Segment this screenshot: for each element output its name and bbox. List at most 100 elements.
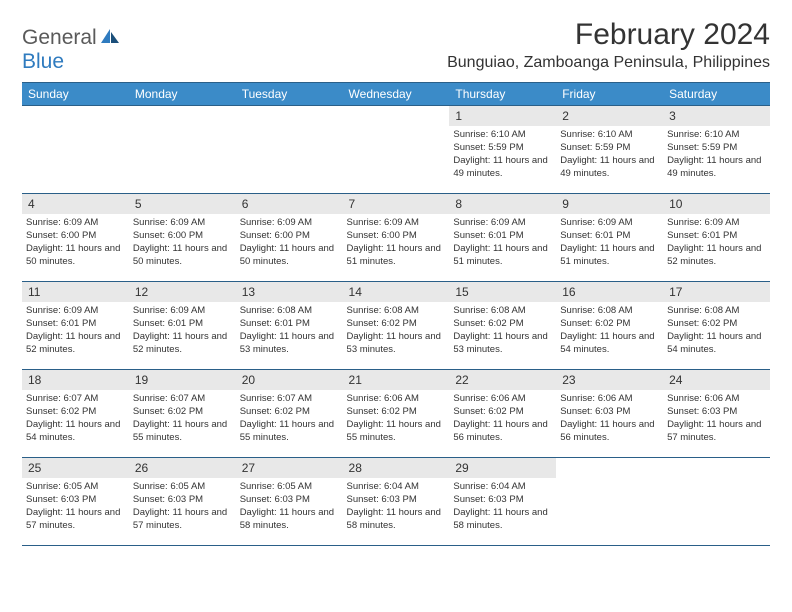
day-sunrise: Sunrise: 6:08 AM: [667, 305, 766, 318]
day-number: 22: [449, 370, 556, 390]
day-sunrise: Sunrise: 6:06 AM: [347, 393, 446, 406]
day-sunset: Sunset: 6:03 PM: [347, 494, 446, 507]
day-number: 28: [343, 458, 450, 478]
calendar-day-cell: [236, 106, 343, 194]
calendar-week-row: 11Sunrise: 6:09 AMSunset: 6:01 PMDayligh…: [22, 282, 770, 370]
day-number: 4: [22, 194, 129, 214]
calendar-day-cell: 5 Sunrise: 6:09 AMSunset: 6:00 PMDaylight…: [129, 194, 236, 282]
day-daylight: Daylight: 11 hours and 51 minutes.: [347, 243, 446, 269]
calendar-day-cell: 16Sunrise: 6:08 AMSunset: 6:02 PMDayligh…: [556, 282, 663, 370]
calendar-day-cell: 6Sunrise: 6:09 AMSunset: 6:00 PMDaylight…: [236, 194, 343, 282]
day-daylight: Daylight: 11 hours and 56 minutes.: [453, 419, 552, 445]
day-sunset: Sunset: 6:03 PM: [240, 494, 339, 507]
day-sunrise: Sunrise: 6:04 AM: [347, 481, 446, 494]
day-sunrise: Sunrise: 6:09 AM: [453, 217, 552, 230]
calendar-week-row: 18Sunrise: 6:07 AMSunset: 6:02 PMDayligh…: [22, 370, 770, 458]
day-number: 21: [343, 370, 450, 390]
calendar-week-row: 1Sunrise: 6:10 AMSunset: 5:59 PMDaylight…: [22, 106, 770, 194]
day-sunset: Sunset: 6:02 PM: [26, 406, 125, 419]
day-sunrise: Sunrise: 6:08 AM: [560, 305, 659, 318]
day-sunset: Sunset: 6:01 PM: [26, 318, 125, 331]
day-sunrise: Sunrise: 6:09 AM: [133, 217, 232, 230]
day-number: 18: [22, 370, 129, 390]
calendar-day-cell: 21Sunrise: 6:06 AMSunset: 6:02 PMDayligh…: [343, 370, 450, 458]
day-number: 5: [129, 194, 236, 214]
day-sunset: Sunset: 6:01 PM: [240, 318, 339, 331]
day-sunrise: Sunrise: 6:07 AM: [240, 393, 339, 406]
day-daylight: Daylight: 11 hours and 53 minutes.: [453, 331, 552, 357]
month-title: February 2024: [447, 18, 770, 52]
day-daylight: Daylight: 11 hours and 58 minutes.: [453, 507, 552, 533]
day-sunset: Sunset: 5:59 PM: [667, 142, 766, 155]
day-number: 26: [129, 458, 236, 478]
day-sunrise: Sunrise: 6:09 AM: [560, 217, 659, 230]
calendar-day-cell: [22, 106, 129, 194]
calendar-day-cell: 10Sunrise: 6:09 AMSunset: 6:01 PMDayligh…: [663, 194, 770, 282]
day-sunset: Sunset: 6:00 PM: [26, 230, 125, 243]
calendar-day-cell: [663, 458, 770, 546]
calendar-day-cell: [556, 458, 663, 546]
day-sunset: Sunset: 6:02 PM: [453, 318, 552, 331]
weekday-header: Friday: [556, 83, 663, 106]
day-sunrise: Sunrise: 6:09 AM: [133, 305, 232, 318]
day-sunset: Sunset: 6:01 PM: [133, 318, 232, 331]
day-sunrise: Sunrise: 6:09 AM: [26, 217, 125, 230]
calendar-day-cell: 8Sunrise: 6:09 AMSunset: 6:01 PMDaylight…: [449, 194, 556, 282]
day-sunrise: Sunrise: 6:05 AM: [26, 481, 125, 494]
day-sunset: Sunset: 6:03 PM: [453, 494, 552, 507]
calendar-day-cell: 13Sunrise: 6:08 AMSunset: 6:01 PMDayligh…: [236, 282, 343, 370]
day-sunrise: Sunrise: 6:09 AM: [240, 217, 339, 230]
day-sunrise: Sunrise: 6:10 AM: [667, 129, 766, 142]
day-number: 20: [236, 370, 343, 390]
day-number: 13: [236, 282, 343, 302]
day-daylight: Daylight: 11 hours and 54 minutes.: [560, 331, 659, 357]
day-sunset: Sunset: 6:03 PM: [133, 494, 232, 507]
day-daylight: Daylight: 11 hours and 53 minutes.: [347, 331, 446, 357]
day-daylight: Daylight: 11 hours and 52 minutes.: [667, 243, 766, 269]
day-sunrise: Sunrise: 6:10 AM: [560, 129, 659, 142]
day-sunset: Sunset: 6:02 PM: [240, 406, 339, 419]
logo-sail-icon: [101, 28, 121, 49]
day-number: 15: [449, 282, 556, 302]
day-sunset: Sunset: 6:01 PM: [560, 230, 659, 243]
day-number: 9: [556, 194, 663, 214]
day-daylight: Daylight: 11 hours and 49 minutes.: [560, 155, 659, 181]
location-subtitle: Bunguiao, Zamboanga Peninsula, Philippin…: [447, 54, 770, 72]
day-daylight: Daylight: 11 hours and 55 minutes.: [133, 419, 232, 445]
day-daylight: Daylight: 11 hours and 51 minutes.: [453, 243, 552, 269]
day-sunset: Sunset: 6:01 PM: [667, 230, 766, 243]
day-daylight: Daylight: 11 hours and 51 minutes.: [560, 243, 659, 269]
day-number: 29: [449, 458, 556, 478]
calendar-day-cell: 22Sunrise: 6:06 AMSunset: 6:02 PMDayligh…: [449, 370, 556, 458]
day-daylight: Daylight: 11 hours and 49 minutes.: [453, 155, 552, 181]
day-sunset: Sunset: 5:59 PM: [560, 142, 659, 155]
day-sunrise: Sunrise: 6:07 AM: [26, 393, 125, 406]
day-number: 6: [236, 194, 343, 214]
calendar-day-cell: 24Sunrise: 6:06 AMSunset: 6:03 PMDayligh…: [663, 370, 770, 458]
day-daylight: Daylight: 11 hours and 50 minutes.: [133, 243, 232, 269]
calendar-header-row: SundayMondayTuesdayWednesdayThursdayFrid…: [22, 83, 770, 106]
day-sunrise: Sunrise: 6:04 AM: [453, 481, 552, 494]
calendar-day-cell: 4 Sunrise: 6:09 AMSunset: 6:00 PMDaylight…: [22, 194, 129, 282]
calendar-day-cell: 18Sunrise: 6:07 AMSunset: 6:02 PMDayligh…: [22, 370, 129, 458]
brand-line2: Blue: [22, 50, 64, 73]
day-sunrise: Sunrise: 6:06 AM: [453, 393, 552, 406]
day-sunset: Sunset: 6:00 PM: [133, 230, 232, 243]
day-sunset: Sunset: 6:02 PM: [560, 318, 659, 331]
calendar-day-cell: 12Sunrise: 6:09 AMSunset: 6:01 PMDayligh…: [129, 282, 236, 370]
weekday-header: Wednesday: [343, 83, 450, 106]
calendar-table: SundayMondayTuesdayWednesdayThursdayFrid…: [22, 82, 770, 546]
calendar-day-cell: 3Sunrise: 6:10 AMSunset: 5:59 PMDaylight…: [663, 106, 770, 194]
day-number: 23: [556, 370, 663, 390]
day-daylight: Daylight: 11 hours and 50 minutes.: [26, 243, 125, 269]
weekday-header: Sunday: [22, 83, 129, 106]
day-sunrise: Sunrise: 6:08 AM: [240, 305, 339, 318]
day-number: 12: [129, 282, 236, 302]
day-sunrise: Sunrise: 6:08 AM: [453, 305, 552, 318]
calendar-day-cell: [343, 106, 450, 194]
day-sunset: Sunset: 6:01 PM: [453, 230, 552, 243]
weekday-header: Tuesday: [236, 83, 343, 106]
calendar-day-cell: 28Sunrise: 6:04 AMSunset: 6:03 PMDayligh…: [343, 458, 450, 546]
day-number: 19: [129, 370, 236, 390]
day-number: 1: [449, 106, 556, 126]
